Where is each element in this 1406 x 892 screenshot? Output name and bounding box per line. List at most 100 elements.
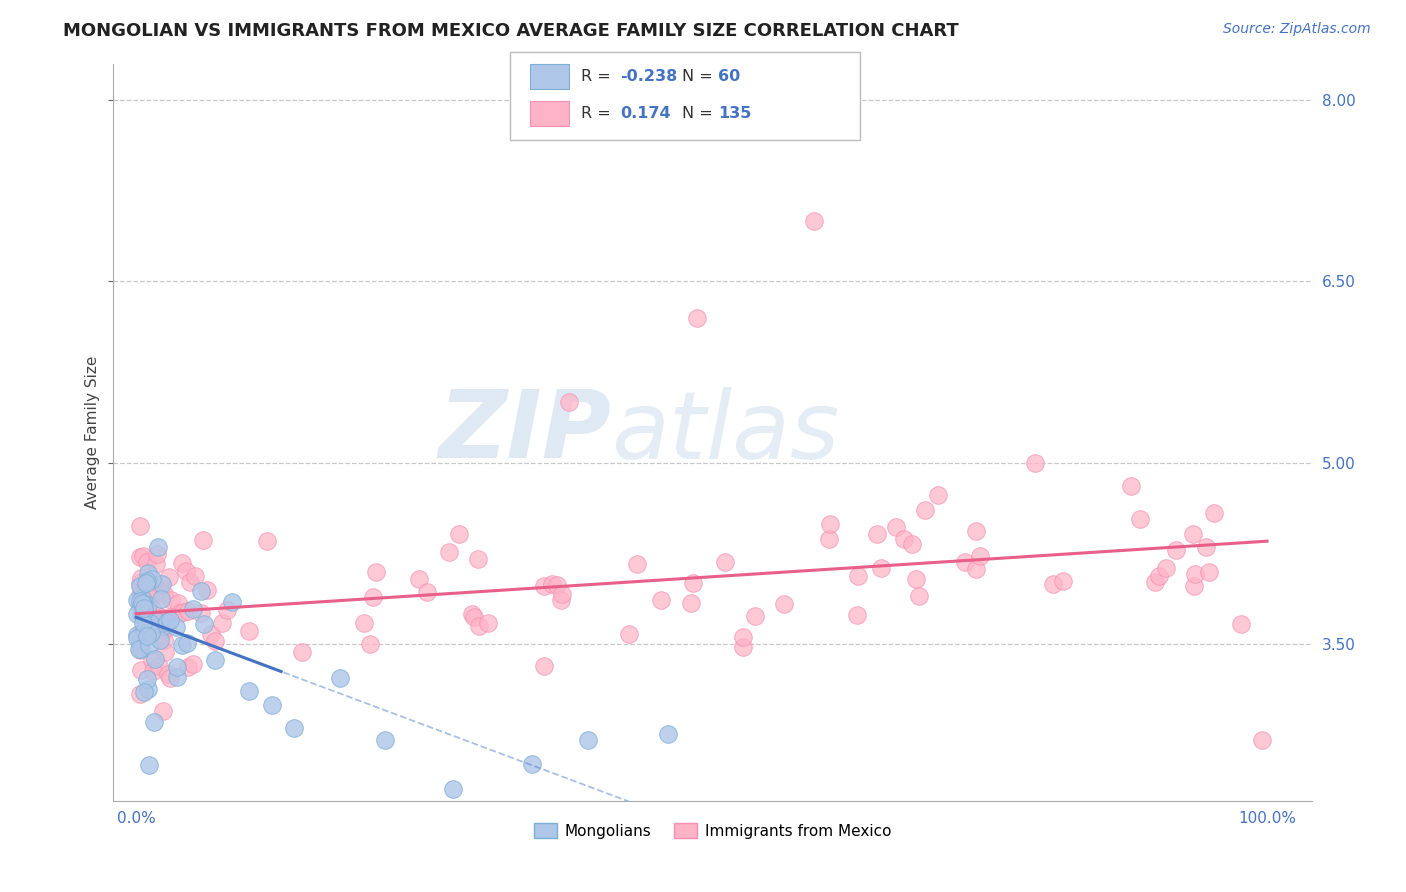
Point (846, 569, 869, 583)
Point (132, 616, 155, 631)
Point (149, 627, 172, 641)
Point (965, 561, 987, 575)
Point (772, 597, 794, 611)
Point (461, 607, 484, 622)
Point (128, 550, 150, 565)
Point (146, 547, 169, 561)
Text: 0.174: 0.174 (620, 106, 671, 120)
Point (131, 597, 153, 611)
Point (374, 732, 396, 747)
Point (179, 575, 201, 590)
Point (145, 615, 167, 629)
Point (153, 587, 176, 601)
Point (211, 616, 233, 631)
Point (191, 533, 214, 547)
Point (128, 638, 150, 652)
Point (159, 613, 181, 627)
Point (204, 653, 226, 667)
Point (136, 574, 159, 588)
Point (132, 604, 155, 618)
Point (149, 591, 172, 606)
Point (533, 579, 555, 593)
Y-axis label: Average Family Size: Average Family Size (86, 356, 100, 509)
Point (969, 549, 991, 563)
Point (1184, 567, 1206, 582)
Point (138, 591, 160, 605)
Point (803, 214, 825, 228)
Point (150, 577, 173, 591)
Point (165, 620, 187, 634)
Point (283, 722, 305, 736)
Point (441, 781, 464, 796)
Point (172, 605, 194, 619)
Point (477, 616, 499, 631)
Text: -0.238: -0.238 (620, 70, 678, 84)
Point (153, 633, 176, 648)
Point (1166, 542, 1188, 557)
Point (1250, 733, 1272, 747)
Point (238, 624, 260, 639)
Point (141, 572, 163, 586)
Point (408, 572, 430, 586)
Point (1121, 479, 1143, 493)
Point (256, 533, 278, 548)
Point (686, 310, 709, 325)
Point (467, 552, 489, 566)
Point (145, 622, 167, 636)
Point (128, 687, 150, 701)
Point (1154, 561, 1177, 575)
Point (131, 664, 153, 678)
Point (820, 517, 842, 532)
Point (135, 555, 157, 569)
Text: 135: 135 (718, 106, 752, 120)
Point (153, 645, 176, 659)
Point (550, 587, 572, 601)
Point (927, 488, 949, 502)
Point (152, 618, 174, 632)
Point (965, 524, 987, 539)
Point (138, 638, 160, 652)
Point (1198, 566, 1220, 580)
Point (733, 631, 755, 645)
Point (135, 627, 157, 641)
Point (146, 540, 169, 554)
Point (904, 572, 927, 586)
Point (141, 653, 163, 667)
Point (533, 659, 555, 673)
Point (291, 645, 314, 659)
Point (1184, 579, 1206, 593)
Point (129, 624, 152, 639)
Point (128, 598, 150, 612)
Point (190, 606, 212, 620)
Point (260, 698, 283, 712)
Point (138, 757, 160, 772)
Point (134, 582, 156, 596)
Point (139, 625, 162, 640)
Point (128, 588, 150, 602)
Point (170, 638, 193, 652)
Point (125, 631, 148, 645)
Text: MONGOLIAN VS IMMIGRANTS FROM MEXICO AVERAGE FAMILY SIZE CORRELATION CHART: MONGOLIAN VS IMMIGRANTS FROM MEXICO AVER… (63, 22, 959, 40)
Point (679, 595, 702, 609)
Point (619, 626, 641, 640)
Point (160, 610, 183, 624)
Point (463, 609, 485, 624)
Point (657, 727, 679, 741)
Point (520, 756, 543, 771)
Point (141, 664, 163, 678)
Point (131, 591, 153, 605)
Point (146, 584, 169, 599)
Point (143, 615, 166, 630)
Point (908, 590, 931, 604)
Point (131, 549, 153, 563)
Point (893, 532, 915, 546)
Point (183, 657, 205, 672)
Point (195, 583, 218, 598)
Point (914, 503, 936, 517)
Point (238, 684, 260, 698)
Point (439, 545, 461, 559)
Point (135, 616, 157, 631)
Point (138, 616, 160, 631)
Point (128, 575, 150, 590)
Point (558, 395, 581, 409)
